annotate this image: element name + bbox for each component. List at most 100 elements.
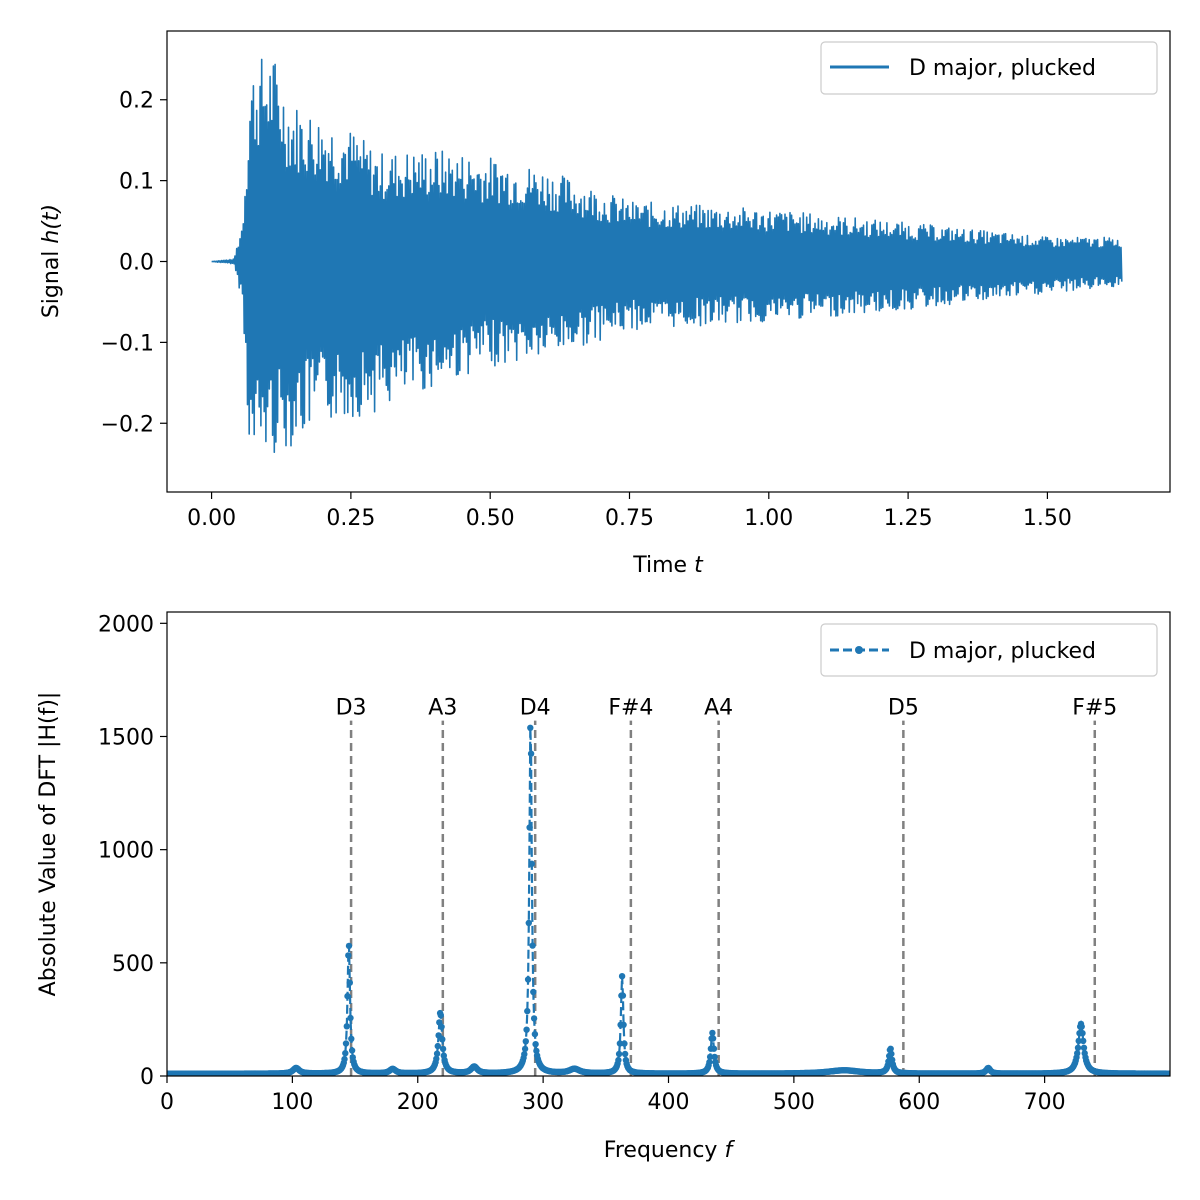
- signal-x-tick-label: 1.00: [744, 506, 793, 531]
- dft-data-point: [710, 1045, 718, 1052]
- dft-data-point: [345, 942, 353, 950]
- dft-data-point: [709, 1035, 717, 1042]
- signal-y-axis-label: Signal h(t): [39, 204, 64, 318]
- signal-x-tick-label: 0.50: [466, 506, 515, 531]
- signal-x-axis-label: Time t: [632, 553, 704, 578]
- dft-data-point: [527, 724, 534, 731]
- signal-legend-box: [820, 41, 1158, 95]
- dft-data-point: [709, 1029, 716, 1037]
- dft-data-point: [521, 1051, 528, 1058]
- dft-data-point: [1166, 1070, 1170, 1076]
- signal-y-ticks: −0.2 −0.1 0.0 0.1 0.2: [101, 89, 167, 437]
- signal-y-tick-label: 0.1: [119, 170, 154, 195]
- dft-data-point: [1080, 1044, 1088, 1052]
- dft-data-point: [618, 973, 626, 980]
- note-label-d5: D5: [888, 696, 919, 721]
- dft-x-tick-label: 500: [773, 1090, 815, 1115]
- dft-y-tick-label: 2000: [98, 612, 154, 637]
- signal-x-tick-label: 1.50: [1023, 506, 1072, 531]
- signal-plot-area: [211, 58, 1123, 453]
- dft-x-tick-label: 300: [522, 1090, 564, 1115]
- dft-data-point: [433, 1055, 440, 1063]
- dft-data-point: [620, 1021, 627, 1028]
- dft-data-point: [1074, 1044, 1082, 1052]
- dft-x-tick-label: 200: [397, 1090, 439, 1115]
- note-label-d3: D3: [336, 696, 367, 721]
- dft-data-point: [621, 1050, 629, 1058]
- dft-data-point: [528, 860, 535, 867]
- dft-data-point: [530, 1015, 538, 1022]
- signal-y-tick-label: 0.0: [119, 251, 154, 276]
- dft-data-point: [524, 976, 532, 983]
- dft-data-point: [615, 1056, 622, 1064]
- signal-y-tick-label: −0.1: [101, 331, 154, 356]
- signal-x-tick-label: 0.75: [605, 506, 654, 531]
- dft-data-point: [531, 1030, 539, 1038]
- signal-y-tick-label: −0.2: [101, 412, 154, 437]
- dft-data-point: [711, 1053, 718, 1061]
- dft-data-point: [433, 1050, 441, 1057]
- dft-x-tick-label: 700: [1024, 1090, 1066, 1115]
- dft-data-point: [706, 1053, 714, 1061]
- dft-x-tick-label: 600: [898, 1090, 940, 1115]
- signal-x-ticks: 0.00 0.25 0.50 0.75 1.00 1.25 1.50: [187, 492, 1072, 531]
- dft-y-tick-label: 500: [112, 952, 154, 977]
- dft-data-point: [1079, 1030, 1086, 1037]
- dft-data-point: [530, 988, 537, 996]
- dft-chart: D3 A3 D4 F#4 A4 D5 F#5 0 100 200 300 400 500 600 700 …: [36, 611, 1171, 1163]
- dft-plot-area: [167, 724, 1170, 1076]
- signal-x-tick-label: 0.25: [326, 506, 375, 531]
- dft-data-point: [437, 1012, 444, 1019]
- dft-data-point: [1075, 1037, 1082, 1045]
- dft-data-point: [525, 919, 532, 927]
- note-label-fsharp5: F#5: [1072, 696, 1117, 721]
- dft-data-point: [888, 1050, 895, 1058]
- dft-data-point: [616, 1040, 624, 1047]
- signal-legend-label: D major, plucked: [909, 56, 1096, 81]
- dft-data-point: [348, 1047, 356, 1054]
- signal-x-tick-label: 1.25: [884, 506, 933, 531]
- note-label-d4: D4: [520, 696, 551, 721]
- signal-x-tick-label: 0.00: [187, 506, 236, 531]
- dft-data-point: [621, 1040, 628, 1047]
- dft-data-point: [439, 1036, 446, 1043]
- dft-x-ticks: 0 100 200 300 400 500 600 700: [160, 1076, 1066, 1115]
- dft-data-point: [527, 750, 535, 757]
- dft-data-point: [523, 1026, 530, 1033]
- dft-data-point: [1080, 1037, 1087, 1045]
- dft-y-axis-label: Absolute Value of DFT |H(f)|: [36, 692, 61, 997]
- dft-data-point: [529, 942, 536, 949]
- dft-data-point: [342, 1050, 349, 1057]
- dft-legend: D major, plucked: [820, 623, 1158, 677]
- dft-data-point: [343, 1023, 350, 1030]
- dft-data-point: [347, 1014, 354, 1022]
- dft-data-point: [524, 1007, 531, 1015]
- dft-data-point: [706, 1058, 713, 1066]
- note-label-fsharp4: F#4: [608, 696, 653, 721]
- note-label-a4: A4: [704, 696, 733, 721]
- dft-x-tick-label: 400: [648, 1090, 690, 1115]
- dft-data-point: [438, 1023, 445, 1030]
- dft-data-point: [615, 1050, 623, 1058]
- signal-y-tick-label: 0.2: [119, 89, 154, 114]
- dft-data-point: [1074, 1050, 1081, 1057]
- dft-data-point: [526, 824, 533, 831]
- dft-data-point: [619, 992, 627, 999]
- dft-legend-label: D major, plucked: [909, 639, 1096, 664]
- dft-x-axis-label: Frequency f: [604, 1138, 736, 1163]
- dft-data-point: [521, 1045, 529, 1053]
- dft-data-point: [346, 979, 353, 986]
- signal-chart: 0.00 0.25 0.50 0.75 1.00 1.25 1.50 −0.2 −0.1 0.0…: [39, 30, 1171, 578]
- signal-series-line: [211, 58, 1123, 453]
- dft-data-point: [345, 952, 352, 959]
- dft-x-tick-label: 100: [271, 1090, 313, 1115]
- dft-y-tick-label: 0: [140, 1065, 154, 1090]
- dft-data-point: [348, 1035, 355, 1043]
- dft-data-point: [532, 1041, 539, 1048]
- dft-y-tick-label: 1000: [98, 839, 154, 864]
- dft-data-point: [887, 1045, 894, 1053]
- dft-data-point: [439, 1045, 447, 1053]
- note-label-a3: A3: [428, 696, 457, 721]
